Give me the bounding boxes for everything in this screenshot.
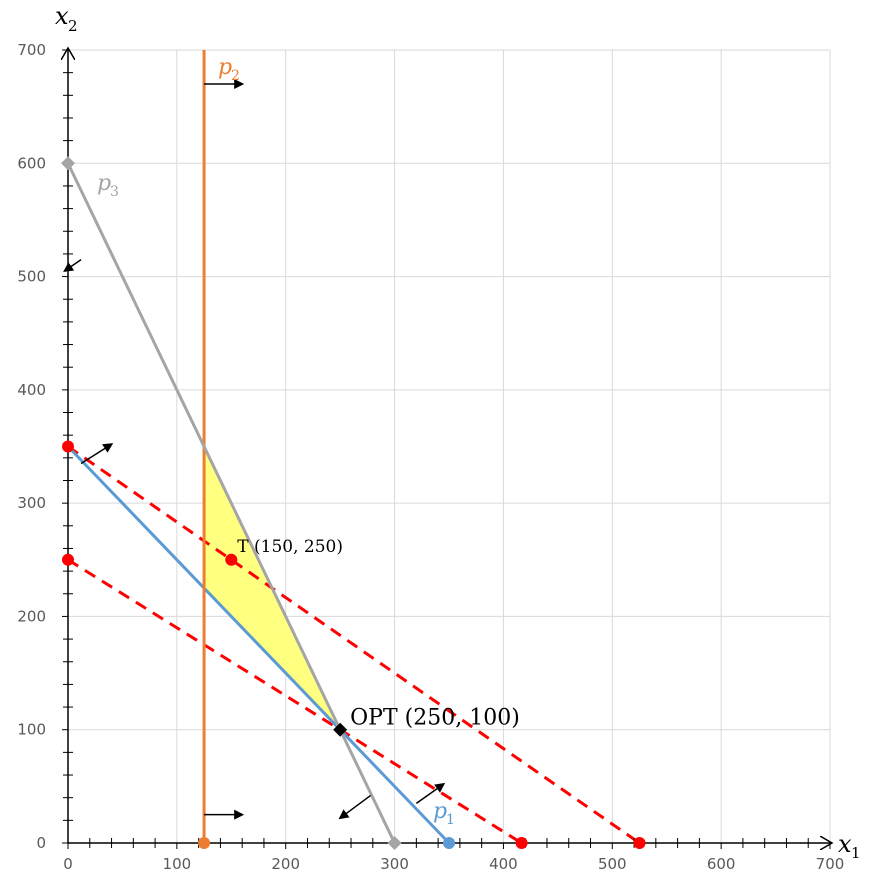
constraint-label-p3: p bbox=[97, 171, 111, 196]
marker-point-8 bbox=[633, 837, 646, 849]
direction-arrow-6 bbox=[415, 782, 446, 804]
marker-point-4 bbox=[443, 837, 455, 849]
x-tick-label-600: 600 bbox=[707, 855, 736, 873]
x-tick-label-200: 200 bbox=[271, 855, 300, 873]
objective-line-2 bbox=[67, 445, 641, 845]
direction-arrows bbox=[63, 78, 446, 820]
y-tick-label-700: 700 bbox=[17, 41, 46, 59]
x-axis-label: x bbox=[838, 830, 852, 858]
x-tick-label-0: 0 bbox=[63, 855, 73, 873]
y-axis-label-sub: 2 bbox=[68, 17, 78, 35]
x-tick-label-300: 300 bbox=[380, 855, 409, 873]
x-tick-label-500: 500 bbox=[598, 855, 627, 873]
constraint-label-p1: p bbox=[433, 799, 447, 824]
marker-point-3 bbox=[198, 837, 211, 849]
x-tick-label-700: 700 bbox=[816, 855, 845, 873]
marker-point-2 bbox=[387, 836, 402, 850]
x-axis-label-sub: 1 bbox=[851, 844, 861, 862]
x-tick-label-400: 400 bbox=[489, 855, 518, 873]
markers-layer bbox=[61, 156, 646, 850]
marker-point-1 bbox=[61, 156, 75, 171]
constraint-label-sub-p2: 2 bbox=[231, 68, 240, 84]
marker-point-5 bbox=[62, 440, 74, 453]
y-tick-label-400: 400 bbox=[17, 381, 46, 399]
x-tick-label-100: 100 bbox=[163, 855, 192, 873]
direction-arrow-5 bbox=[80, 443, 114, 465]
y-tick-label-100: 100 bbox=[17, 721, 46, 739]
y-tick-label-600: 600 bbox=[17, 154, 46, 172]
y-tick-label-300: 300 bbox=[17, 494, 46, 512]
annotation-2: OPT (250, 100) bbox=[350, 706, 520, 731]
constraint-label-sub-p1: 1 bbox=[446, 812, 455, 828]
marker-point-10 bbox=[333, 722, 348, 737]
marker-point-7 bbox=[515, 837, 528, 849]
axes: 0 100 200 300 400 500 600 700 0 100 200 300 400 500 60… bbox=[17, 2, 860, 873]
constraint-line-p1 bbox=[66, 445, 451, 845]
y-tick-label-200: 200 bbox=[17, 607, 46, 625]
objective-lines-layer bbox=[67, 445, 641, 845]
grid bbox=[68, 49, 831, 843]
constraint-label-p2: p bbox=[218, 55, 232, 80]
direction-arrow-4 bbox=[338, 794, 372, 820]
direction-arrow-3 bbox=[63, 258, 82, 273]
y-tick-label-500: 500 bbox=[17, 268, 46, 286]
marker-point-9 bbox=[225, 553, 238, 566]
y-tick-label-0: 0 bbox=[36, 834, 46, 852]
y-axis-label: x bbox=[55, 2, 69, 30]
annotation-1: T (150, 250) bbox=[237, 537, 343, 557]
objective-line-1 bbox=[67, 558, 523, 845]
constraint-label-sub-p3: 3 bbox=[110, 184, 119, 200]
marker-point-6 bbox=[62, 553, 74, 566]
